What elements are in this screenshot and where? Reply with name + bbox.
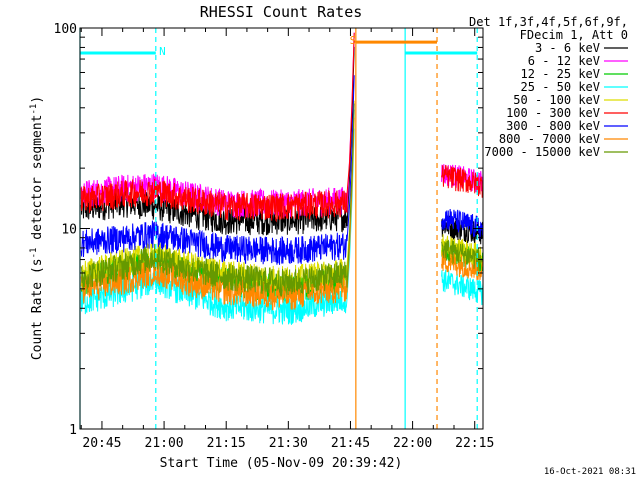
y-axis-label-mid: detector segment bbox=[30, 115, 45, 248]
legend-label-1: 3 - 6 keV bbox=[535, 41, 600, 55]
legend-label-3: 12 - 25 keV bbox=[521, 67, 600, 81]
series-7-line-before bbox=[80, 75, 355, 265]
legend-header: Det 1f,3f,4f,5f,6f,9f, FDecim 1, Att 0 bbox=[469, 15, 628, 42]
series-6 bbox=[80, 32, 484, 223]
legend-header-line-1: Det 1f,3f,4f,5f,6f,9f, bbox=[469, 15, 628, 29]
state-segment-label-2: S bbox=[350, 34, 357, 47]
legend-entry-4: 25 - 50 keV bbox=[521, 80, 628, 94]
series-4-line-after bbox=[441, 269, 484, 306]
series-6-line-after bbox=[441, 165, 484, 198]
timestamp: 16-Oct-2021 08:31 bbox=[544, 467, 636, 477]
legend-entry-9: 7000 - 15000 keV bbox=[484, 145, 628, 159]
x-tick-label-1: 20:45 bbox=[82, 436, 121, 451]
y-tick-label-3: 100 bbox=[54, 22, 77, 37]
x-tick-label-4: 21:30 bbox=[269, 436, 308, 451]
legend-label-6: 100 - 300 keV bbox=[506, 106, 600, 120]
legend-label-7: 300 - 800 keV bbox=[506, 119, 600, 133]
x-tick-label-2: 21:00 bbox=[145, 436, 184, 451]
x-axis-label: Start Time (05-Nov-09 20:39:42) bbox=[160, 456, 403, 471]
x-tick-label-3: 21:15 bbox=[207, 436, 246, 451]
y-tick-label-1: 1 bbox=[69, 423, 77, 438]
series-7 bbox=[80, 75, 484, 265]
series-9 bbox=[80, 103, 484, 297]
series-7-line-after bbox=[441, 208, 484, 240]
y-axis-label: Count Rate (s-1 detector segment-1) bbox=[29, 96, 45, 360]
legend-entry-5: 50 - 100 keV bbox=[513, 93, 628, 107]
x-tick-label-5: 21:45 bbox=[331, 436, 370, 451]
chart-title: RHESSI Count Rates bbox=[200, 3, 363, 21]
y-axis-label-end: ) bbox=[30, 96, 45, 104]
x-tick-label-6: 22:00 bbox=[393, 436, 432, 451]
y-axis-label-sup: -1 bbox=[29, 248, 39, 259]
legend-entry-2: 6 - 12 keV bbox=[528, 54, 628, 68]
series-6-line-before bbox=[80, 32, 355, 223]
state-segment-label-1: N bbox=[159, 45, 166, 58]
legend-entry-3: 12 - 25 keV bbox=[521, 67, 628, 81]
axis-layer: 20:45 21:00 21:15 21:30 21:45 22:00 22:15 1 10 10… bbox=[54, 22, 495, 451]
y-axis-label-sup-2: -1 bbox=[29, 104, 39, 115]
series-layer bbox=[80, 32, 484, 325]
legend-entry-7: 300 - 800 keV bbox=[506, 119, 628, 133]
legend-label-2: 6 - 12 keV bbox=[528, 54, 600, 68]
legend-label-5: 50 - 100 keV bbox=[513, 93, 600, 107]
series-8 bbox=[80, 117, 484, 311]
legend-header-line-2: FDecim 1, Att 0 bbox=[520, 28, 628, 42]
legend-entry-8: 800 - 7000 keV bbox=[499, 132, 628, 146]
series-9-line-after bbox=[441, 239, 484, 271]
series-8-line-before bbox=[80, 117, 355, 311]
series-8-line-after bbox=[441, 249, 484, 281]
legend-label-8: 800 - 7000 keV bbox=[499, 132, 600, 146]
legend-entry-6: 100 - 300 keV bbox=[506, 106, 628, 120]
legend-label-4: 25 - 50 keV bbox=[521, 80, 600, 94]
x-tick-label-7: 22:15 bbox=[455, 436, 494, 451]
y-tick-label-2: 10 bbox=[61, 223, 77, 238]
y-axis-label-main: Count Rate (s bbox=[30, 258, 45, 360]
series-9-line-before bbox=[80, 103, 355, 297]
legend-label-9: 7000 - 15000 keV bbox=[484, 145, 600, 159]
legend-entry-1: 3 - 6 keV bbox=[535, 41, 628, 55]
